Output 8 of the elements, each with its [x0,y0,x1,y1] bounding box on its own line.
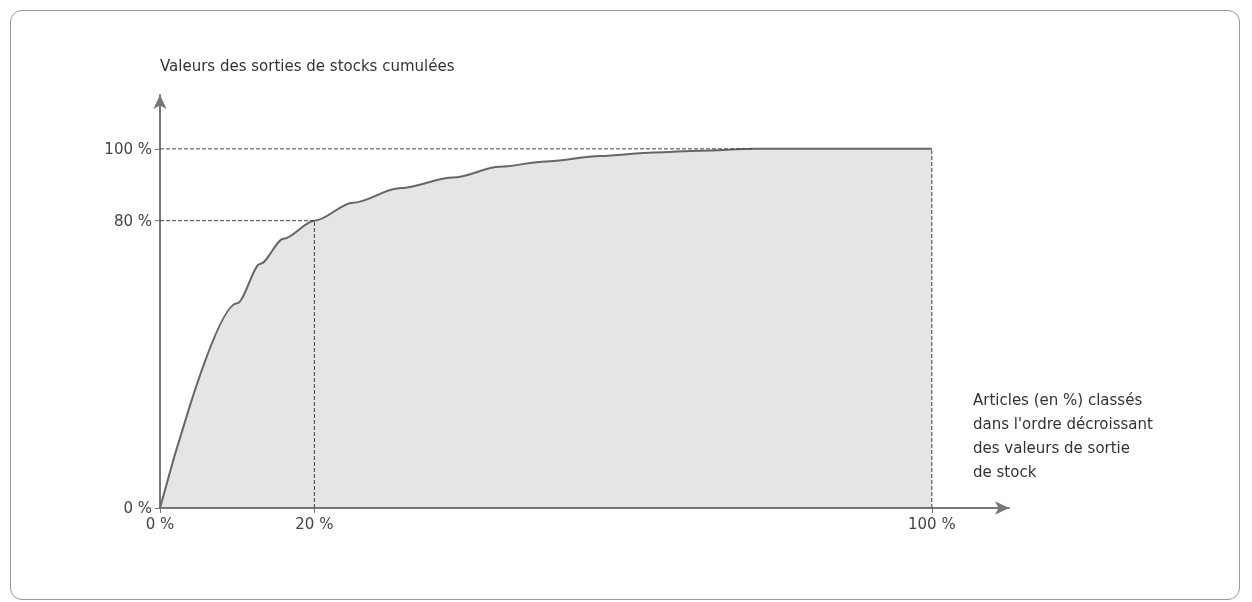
x-axis-title: Articles (en %) classés dans l'ordre décroissant des valeurs de sortie de stock [973,391,1154,481]
x-tick-label: 20 % [295,514,334,533]
y-axis-title: Valeurs des sorties de stocks cumulées [160,56,455,75]
y-tick-label: 80 % [113,211,152,230]
y-tick-label: 100 % [104,139,152,158]
x-tick-label: 100 % [907,514,956,533]
x-tick-label: 0 % [145,514,175,533]
y-tick-label: 0 % [123,499,152,517]
